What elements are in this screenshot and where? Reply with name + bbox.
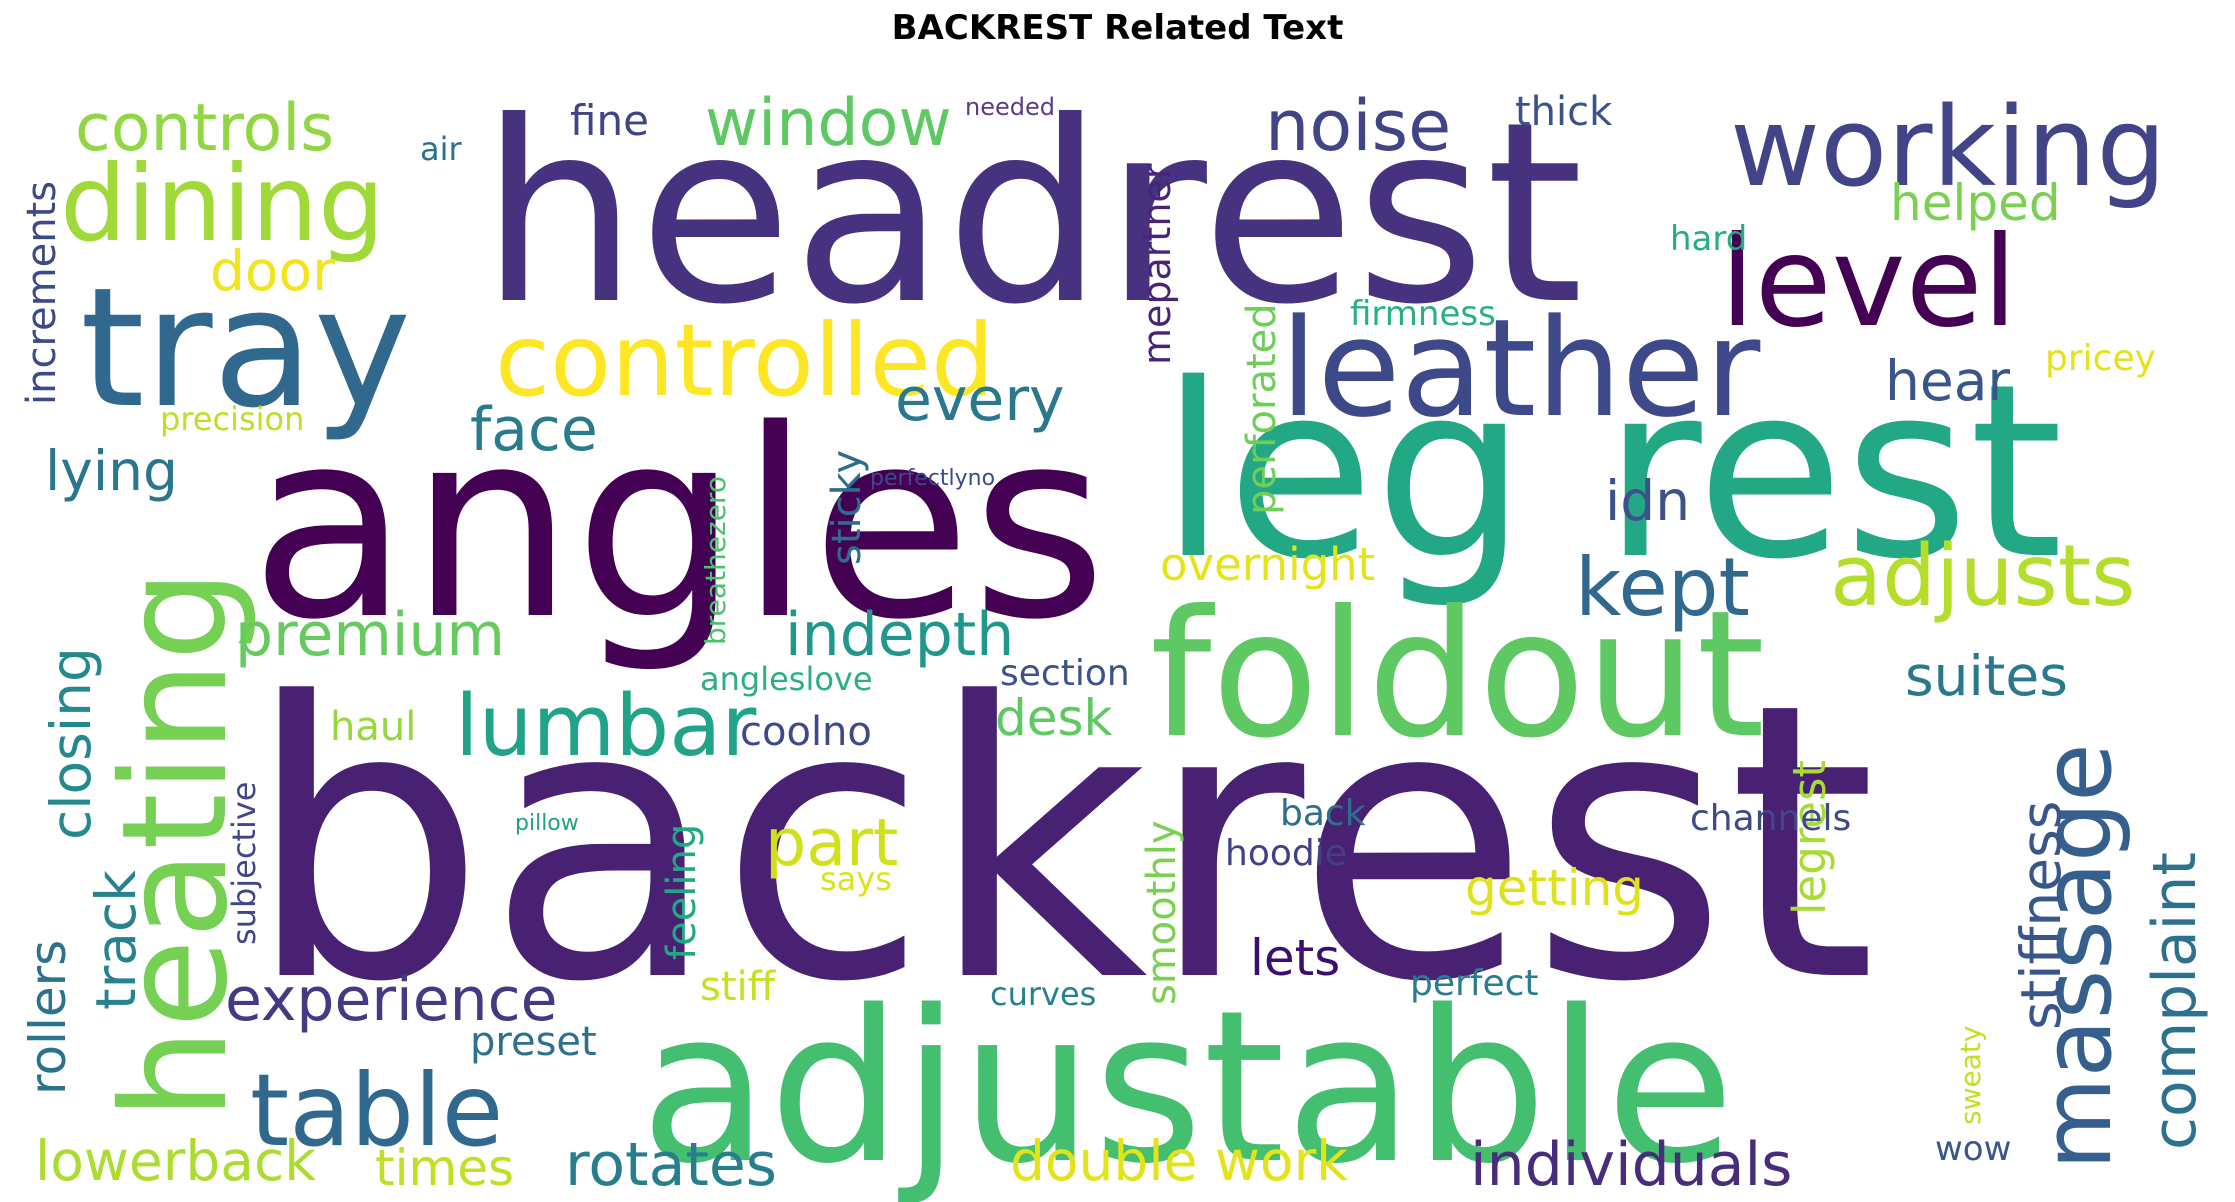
cloud-word: mepartner bbox=[1135, 163, 1179, 365]
cloud-word: working bbox=[1730, 83, 2166, 211]
cloud-word: perforated bbox=[1239, 303, 1285, 515]
cloud-word: every bbox=[895, 365, 1065, 435]
cloud-word: controls bbox=[75, 91, 334, 166]
cloud-word: breathezero bbox=[699, 476, 732, 645]
cloud-word: closing bbox=[39, 647, 103, 840]
cloud-word: leather bbox=[1280, 290, 1761, 447]
cloud-word: stiff bbox=[700, 964, 777, 1010]
cloud-word: level bbox=[1720, 210, 2017, 355]
cloud-word: hoodie bbox=[1225, 833, 1347, 874]
cloud-word: sweaty bbox=[1954, 1026, 1987, 1125]
cloud-word: window bbox=[705, 86, 952, 161]
cloud-word: angleslove bbox=[700, 660, 873, 698]
cloud-word: lets bbox=[1250, 929, 1340, 987]
cloud-word: hear bbox=[1885, 349, 2010, 413]
cloud-word: track bbox=[84, 870, 148, 1010]
cloud-word: back bbox=[1280, 793, 1366, 834]
cloud-word: idn bbox=[1605, 469, 1690, 533]
cloud-word: adjusts bbox=[1830, 527, 2135, 626]
cloud-word: part bbox=[765, 806, 898, 881]
cloud-word: sticky bbox=[824, 450, 870, 565]
cloud-word: door bbox=[210, 239, 335, 303]
cloud-word: feeling bbox=[659, 824, 705, 960]
cloud-word: stiffness bbox=[2009, 801, 2073, 1030]
cloud-word: lying bbox=[45, 439, 178, 503]
cloud-word: dining bbox=[60, 143, 385, 265]
cloud-word: controlled bbox=[495, 302, 994, 419]
cloud-word: indepth bbox=[785, 600, 1014, 670]
cloud-word: noise bbox=[1265, 85, 1451, 167]
cloud-word: individuals bbox=[1470, 1130, 1792, 1200]
cloud-word: angles bbox=[250, 375, 1107, 677]
cloud-word: haul bbox=[330, 704, 416, 750]
cloud-word: getting bbox=[1465, 859, 1644, 917]
cloud-word: backrest bbox=[245, 622, 1877, 1065]
cloud-word: times bbox=[375, 1139, 514, 1197]
cloud-word: subjective bbox=[225, 782, 263, 946]
cloud-word: table bbox=[250, 1052, 503, 1169]
cloud-word: firmness bbox=[1350, 294, 1496, 334]
cloud-word: perfect bbox=[1410, 963, 1539, 1004]
cloud-word: wow bbox=[1935, 1129, 2011, 1169]
cloud-word: smoothly bbox=[1139, 820, 1185, 1005]
cloud-word: experience bbox=[225, 965, 558, 1035]
cloud-word: double work bbox=[1010, 1129, 1348, 1193]
cloud-word: tray bbox=[80, 252, 411, 444]
cloud-word: leg rest bbox=[1160, 332, 2063, 612]
cloud-word: increments bbox=[19, 181, 65, 405]
cloud-word: says bbox=[820, 860, 892, 898]
cloud-word: thick bbox=[1515, 89, 1613, 135]
cloud-word: headrest bbox=[480, 68, 1584, 359]
cloud-word: coolno bbox=[740, 709, 872, 755]
cloud-word: section bbox=[1000, 653, 1130, 694]
cloud-word: adjustable bbox=[640, 965, 1735, 1202]
cloud-word: channels bbox=[1690, 798, 1851, 839]
cloud-word: desk bbox=[995, 689, 1113, 747]
cloud-word: suites bbox=[1905, 644, 2068, 708]
cloud-word: preset bbox=[470, 1019, 597, 1065]
cloud-word: foldout bbox=[1150, 574, 1765, 777]
cloud-word: hard bbox=[1670, 219, 1747, 259]
cloud-word: helped bbox=[1890, 174, 2061, 232]
cloud-word: fine bbox=[570, 96, 649, 145]
cloud-word: perfectlyno bbox=[870, 466, 995, 491]
cloud-word: precision bbox=[160, 400, 304, 438]
page-title: BACKREST Related Text bbox=[891, 8, 1344, 48]
cloud-word: rotates bbox=[565, 1130, 777, 1200]
cloud-word: premium bbox=[235, 600, 505, 670]
cloud-word: overnight bbox=[1160, 538, 1375, 591]
cloud-word: curves bbox=[990, 975, 1096, 1013]
cloud-word: face bbox=[470, 395, 598, 465]
cloud-word: needed bbox=[965, 93, 1055, 121]
cloud-word: heating bbox=[91, 569, 260, 1120]
cloud-word: rollers bbox=[19, 940, 77, 1095]
cloud-word: pricey bbox=[2045, 338, 2156, 379]
cloud-word: massage bbox=[2023, 743, 2133, 1170]
cloud-word: pillow bbox=[515, 811, 579, 836]
cloud-word: complaint bbox=[2140, 852, 2210, 1150]
cloud-word: lowerback bbox=[35, 1129, 316, 1193]
cloud-word: kept bbox=[1575, 541, 1750, 634]
cloud-word: lumbar bbox=[455, 677, 756, 776]
cloud-word: air bbox=[420, 130, 463, 168]
cloud-word: legrest bbox=[1783, 760, 1836, 915]
